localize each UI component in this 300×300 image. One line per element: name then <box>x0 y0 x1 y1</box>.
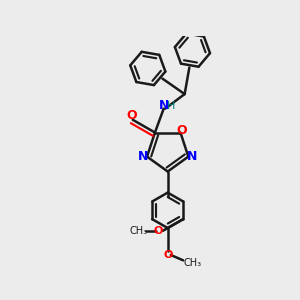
Text: CH₃: CH₃ <box>129 226 147 236</box>
Text: CH₃: CH₃ <box>183 258 202 268</box>
Text: N: N <box>187 150 197 163</box>
Text: O: O <box>154 226 163 236</box>
Text: N: N <box>159 99 170 112</box>
Text: H: H <box>167 100 175 111</box>
Text: N: N <box>138 150 148 163</box>
Text: O: O <box>177 124 187 137</box>
Text: O: O <box>126 109 136 122</box>
Text: O: O <box>163 250 172 260</box>
